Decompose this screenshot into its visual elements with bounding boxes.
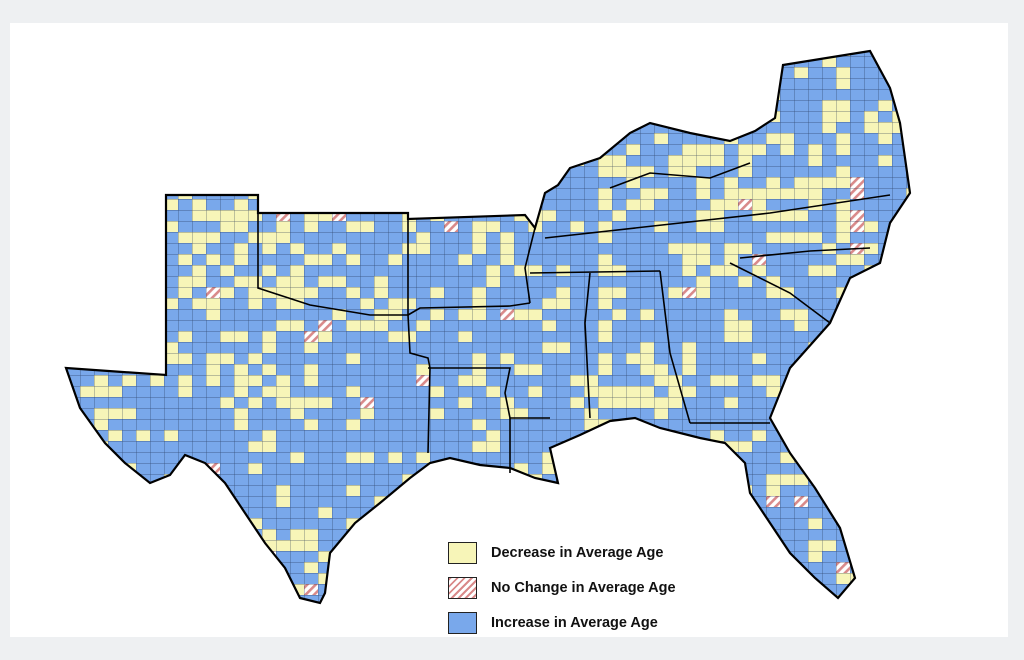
- louisiana-north-border: [428, 367, 550, 419]
- kentucky-virginia-border: [609, 162, 751, 189]
- arkansas-south-border: [407, 302, 531, 316]
- legend-item-decrease: Decrease in Average Age: [448, 535, 676, 570]
- tennessee-north-border: [544, 194, 891, 239]
- arkansas-east-border: [524, 227, 536, 304]
- legend-item-increase: Increase in Average Age: [448, 605, 676, 640]
- map-frame: Decrease in Average Age No Change in Ave…: [10, 23, 1008, 637]
- state-boundaries: [257, 162, 891, 473]
- texas-louisiana-border: [407, 314, 431, 454]
- map-legend: Decrease in Average Age No Change in Ave…: [448, 535, 676, 640]
- north-south-carolina-border: [739, 247, 871, 259]
- legend-label-decrease: Decrease in Average Age: [491, 544, 664, 561]
- increase-swatch: [448, 611, 477, 634]
- no-change-swatch: [448, 576, 477, 599]
- legend-label-no-change: No Change in Average Age: [491, 579, 676, 596]
- georgia-south-carolina-border: [729, 262, 831, 324]
- legend-label-increase: Increase in Average Age: [491, 614, 658, 631]
- mississippi-alabama-border: [584, 272, 591, 419]
- legend-item-no-change: No Change in Average Age: [448, 570, 676, 605]
- tennessee-south-border: [529, 270, 661, 274]
- alabama-georgia-border: [659, 270, 691, 424]
- southern-states-county-map: [64, 49, 912, 605]
- decrease-swatch: [448, 541, 477, 564]
- oklahoma-border: [257, 213, 409, 316]
